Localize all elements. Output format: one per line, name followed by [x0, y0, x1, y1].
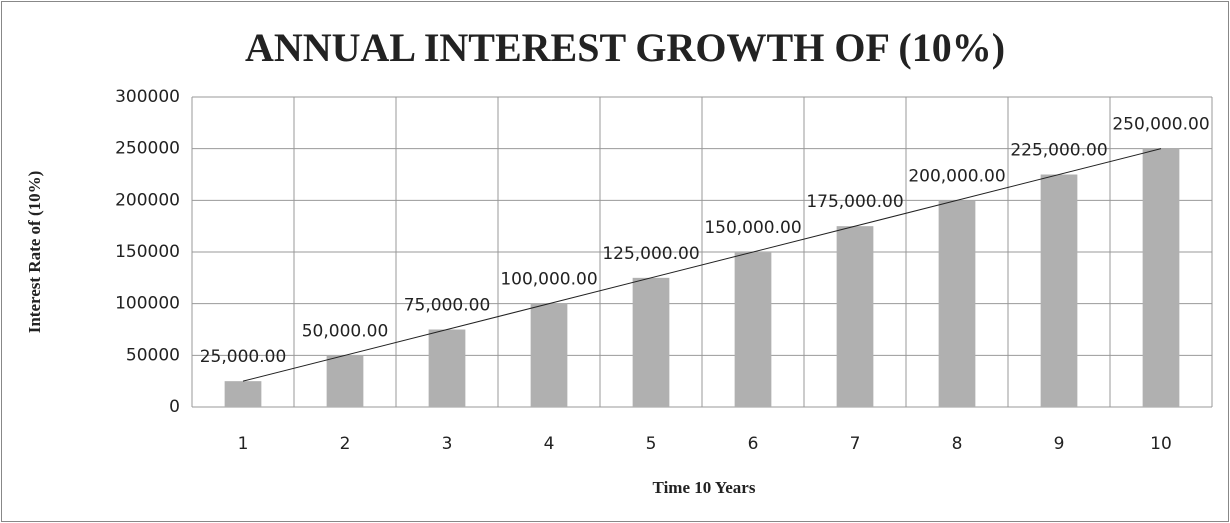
bar: [734, 252, 772, 407]
x-tick-label: 6: [748, 434, 759, 454]
value-label: 225,000.00: [1010, 141, 1107, 161]
y-tick-label: 100000: [115, 294, 180, 314]
y-tick-label: 250000: [115, 139, 180, 159]
x-tick-label: 2: [340, 434, 351, 454]
x-axis-label: Time 10 Years: [653, 478, 756, 497]
bar: [326, 355, 364, 407]
bar: [428, 329, 466, 407]
value-label: 200,000.00: [908, 166, 1005, 186]
x-tick-label: 3: [442, 434, 453, 454]
bar: [1142, 148, 1180, 407]
y-tick-label: 150000: [115, 242, 180, 262]
y-tick-label: 200000: [115, 190, 180, 210]
y-tick-label: 300000: [115, 87, 180, 107]
value-label: 25,000.00: [200, 347, 287, 367]
bar: [1040, 174, 1078, 407]
value-label: 250,000.00: [1112, 115, 1209, 135]
x-tick-label: 4: [544, 434, 555, 454]
value-label: 50,000.00: [302, 321, 389, 341]
bar: [632, 277, 670, 407]
bar: [224, 381, 262, 407]
bar: [836, 226, 874, 407]
value-label: 100,000.00: [500, 270, 597, 290]
value-label: 175,000.00: [806, 192, 903, 212]
y-tick-label: 50000: [126, 345, 180, 365]
chart-title: ANNUAL INTEREST GROWTH OF (10%): [245, 25, 1005, 70]
x-tick-label: 10: [1150, 434, 1172, 454]
x-tick-label: 7: [850, 434, 861, 454]
x-tick-label: 5: [646, 434, 657, 454]
x-tick-label: 8: [952, 434, 963, 454]
bar: [530, 303, 568, 407]
value-label: 75,000.00: [404, 296, 491, 316]
y-tick-label: 0: [169, 397, 180, 417]
x-tick-label: 9: [1054, 434, 1065, 454]
x-tick-label: 1: [238, 434, 249, 454]
y-axis-label: Interest Rate of (10%): [25, 171, 44, 334]
trendline: [242, 148, 1162, 382]
value-label: 150,000.00: [704, 218, 801, 238]
value-label: 125,000.00: [602, 244, 699, 264]
bar: [938, 200, 976, 407]
